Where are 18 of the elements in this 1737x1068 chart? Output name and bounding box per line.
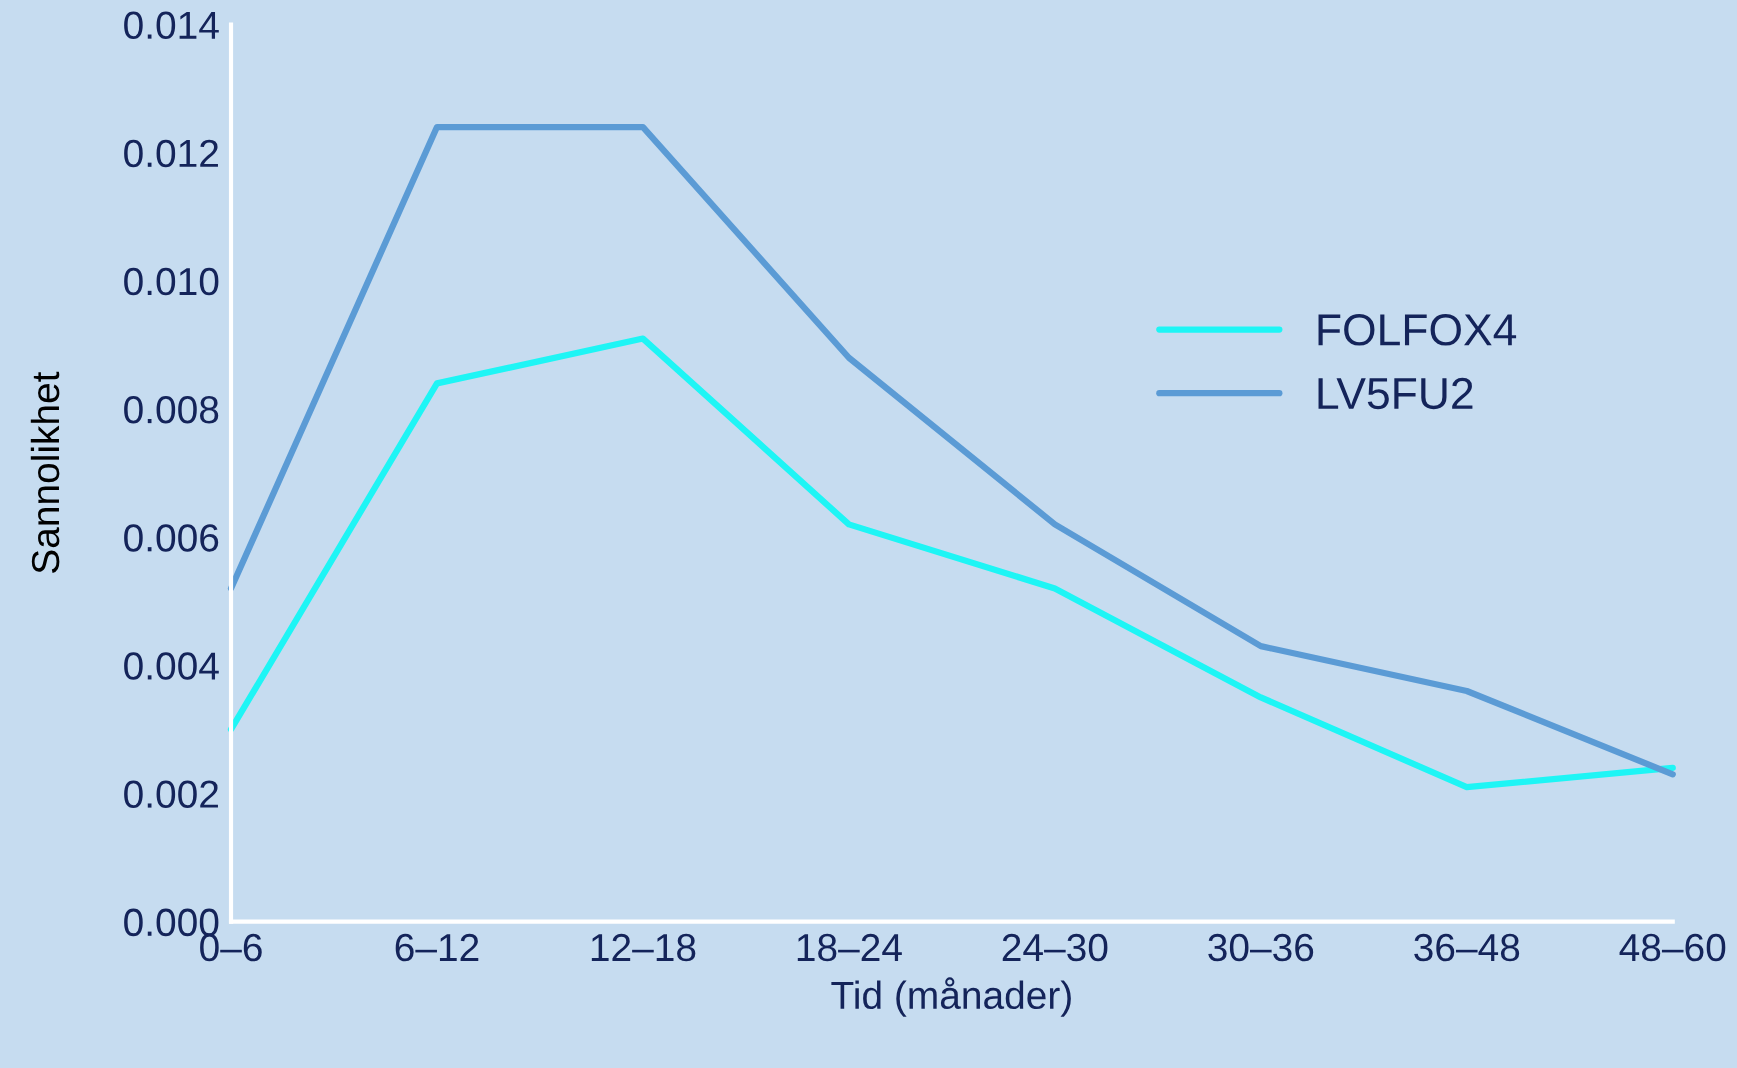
y-tick-label: 0.008 [124, 395, 219, 424]
x-tick-label: 18–24 [797, 933, 902, 962]
y-tick-label: 0.012 [124, 139, 218, 168]
x-tick-label: 6–12 [395, 933, 479, 962]
y-tick-label: 0.004 [124, 652, 219, 680]
x-tick-label: 12–18 [591, 933, 696, 962]
x-tick-label: 24–30 [1002, 933, 1108, 962]
y-tick-label: 0.014 [124, 11, 219, 40]
x-tick-label: 36–48 [1414, 933, 1520, 962]
x-tick-label: 48–60 [1619, 933, 1726, 962]
y-tick-label: 0.006 [124, 524, 219, 552]
y-tick-label: 0.002 [124, 780, 218, 808]
x-tick-label: 30–36 [1208, 933, 1314, 962]
y-axis-title: Sannolikhet [30, 371, 60, 573]
x-axis-title: Tid (månader) [831, 977, 1071, 1017]
y-tick-label: 0.010 [124, 267, 219, 296]
legend-label: FOLFOX4 [1318, 314, 1517, 346]
legend-label: LV5FU2 [1318, 377, 1473, 410]
